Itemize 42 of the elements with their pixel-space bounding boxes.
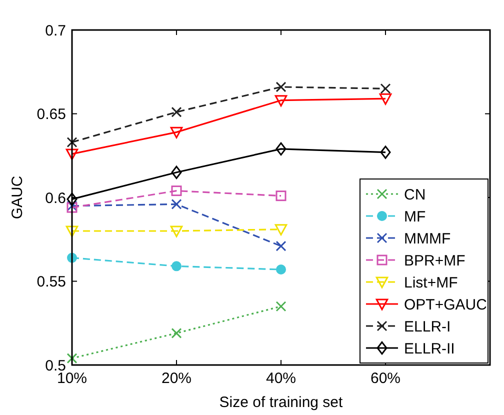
point [171,166,182,179]
y-axis-title: GAUC [9,176,26,220]
x-tick-label: 20% [161,370,192,387]
legend-label: List+MF [404,274,458,292]
point [276,264,286,275]
point [276,142,286,156]
y-tick-label: 0.55 [36,274,66,290]
legend-label: OPT+GAUC [404,296,488,314]
point [172,261,182,272]
point [379,93,392,105]
y-tick-label: 0.7 [45,22,66,40]
point [66,353,78,364]
x-tick-label: 40% [266,370,296,387]
legend-label: ELLR-I [404,318,451,336]
point [170,226,183,238]
point [66,226,78,238]
point [380,83,391,94]
x-tick-label: 10% [56,370,88,387]
point [170,126,183,138]
legend-label: CN [404,186,426,204]
point [380,146,391,159]
point [171,186,182,196]
point [171,198,182,210]
legend-label: BPR+MF [404,252,466,270]
point [276,301,286,312]
legend-label: MMMF [404,230,451,248]
point [66,136,78,148]
point [66,192,78,206]
point [66,148,78,160]
legend-label: ELLR-II [404,340,455,358]
point [274,95,288,106]
point [276,190,286,202]
point [171,328,182,338]
point [276,240,286,252]
x-axis-title: Size of training set [219,394,344,411]
y-tick-label: 0.65 [36,106,66,123]
y-tick-label: 0.6 [45,190,66,207]
point [274,224,288,236]
point [171,106,182,118]
x-tick-label: 60% [370,370,401,387]
point [276,82,286,92]
legend-label: MF [404,208,426,226]
